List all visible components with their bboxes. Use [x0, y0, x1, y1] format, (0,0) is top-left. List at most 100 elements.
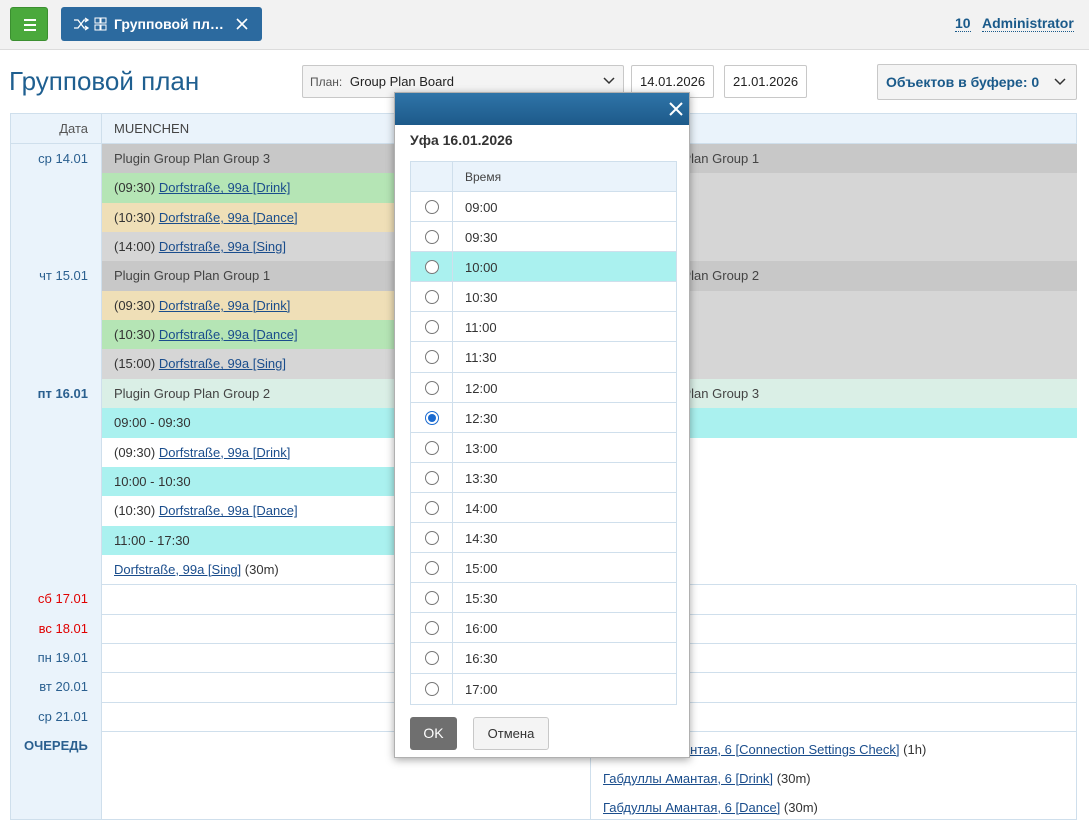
radio[interactable]	[425, 470, 439, 485]
item-link[interactable]: Dorfstraße, 99a [Dance]	[158, 503, 298, 519]
time-row[interactable]: 14:30	[411, 523, 676, 554]
col-divider	[452, 523, 453, 554]
time-label: 17:00	[465, 681, 498, 697]
col-divider	[452, 492, 453, 523]
time-label: 13:00	[465, 440, 498, 456]
tab-title: Групповой пл…	[114, 16, 224, 32]
time-row[interactable]: 16:00	[411, 613, 676, 644]
radio[interactable]	[425, 651, 439, 666]
column-divider	[101, 114, 102, 819]
time-row[interactable]: 17:00	[411, 673, 676, 704]
time-row[interactable]: 14:00	[411, 492, 676, 524]
item-time: (09:30)	[114, 444, 156, 460]
time-row[interactable]: 09:30	[411, 222, 676, 253]
item-link[interactable]: Dorfstraße, 99a [Sing]	[114, 561, 242, 577]
date-to[interactable]: 21.01.2026	[724, 65, 807, 98]
dialog-close[interactable]	[669, 102, 683, 116]
menu-icon	[24, 19, 36, 31]
tab-icons	[74, 17, 107, 31]
time-row[interactable]: 11:00	[411, 312, 676, 343]
time-label: 16:30	[465, 651, 498, 667]
item-time: (09:30)	[114, 180, 156, 196]
item-link[interactable]: Габдуллы Амантая, 6 [Drink]	[603, 771, 774, 786]
col-divider	[452, 222, 453, 253]
tab-close[interactable]	[236, 18, 248, 30]
chevron	[603, 77, 615, 85]
item-link[interactable]: Dorfstraße, 99a [Sing]	[158, 356, 286, 372]
radio[interactable]	[425, 350, 439, 365]
time-table: Время 09:00 09:30 10:00 10:30 11:00 11:30 12:0…	[410, 161, 677, 705]
radio[interactable]	[425, 500, 439, 515]
radio[interactable]	[425, 200, 439, 214]
radio[interactable]	[425, 440, 439, 455]
col-divider	[452, 643, 453, 674]
radio[interactable]	[425, 621, 439, 636]
time-label: 11:30	[465, 350, 497, 366]
col-divider	[452, 282, 453, 313]
cancel-button[interactable]: Отмена	[473, 717, 549, 750]
queue-item: Габдуллы Амантая, 6 [Dance] (30m)	[590, 793, 1077, 823]
queue-label: ОЧЕРЕДЬ	[11, 731, 101, 819]
time-label: 13:30	[465, 470, 498, 486]
item-link[interactable]: Dorfstraße, 99a [Drink]	[158, 444, 291, 460]
ok-button[interactable]: OK	[410, 717, 457, 750]
item-duration: (30m)	[783, 800, 818, 815]
time-label: 12:30	[465, 410, 498, 426]
time-row[interactable]: 11:30	[411, 342, 676, 373]
time-label: 15:30	[465, 591, 498, 607]
buffer-button[interactable]: Объектов в буфере: 0	[877, 64, 1077, 100]
radio[interactable]	[425, 380, 439, 395]
radio[interactable]	[425, 531, 439, 546]
radio[interactable]	[425, 290, 439, 305]
radio[interactable]	[425, 260, 439, 275]
time-row[interactable]: 10:30	[411, 282, 676, 313]
item-link[interactable]: Dorfstraße, 99a [Dance]	[158, 327, 298, 343]
radio[interactable]	[425, 561, 439, 576]
day-label: ср 14.01	[11, 144, 101, 262]
radio[interactable]	[425, 681, 439, 696]
column-label: Время	[465, 170, 502, 184]
time-row[interactable]: 15:00	[411, 553, 676, 584]
radio[interactable]	[425, 230, 439, 245]
dialog-header	[395, 93, 689, 125]
time-row[interactable]: 10:00	[411, 252, 676, 283]
item-duration: (1h)	[903, 742, 927, 757]
radio[interactable]	[425, 591, 439, 606]
time-row[interactable]: 12:30	[411, 402, 676, 433]
item-time: (10:30)	[114, 503, 156, 519]
day-label: вт 20.01	[11, 672, 101, 702]
time-row[interactable]: 15:30	[411, 583, 676, 614]
day-label: чт 15.01	[11, 261, 101, 379]
item-link[interactable]: Dorfstraße, 99a [Drink]	[158, 297, 291, 313]
time-label: 09:30	[465, 230, 498, 246]
time-header: Время	[411, 162, 676, 192]
slot-time: 11:00 - 17:30	[114, 532, 190, 548]
time-label: 16:00	[465, 621, 498, 637]
time-row[interactable]: 12:00	[411, 372, 676, 403]
time-row[interactable]: 13:00	[411, 432, 676, 463]
user-name[interactable]: Administrator	[982, 15, 1074, 32]
time-label: 11:00	[465, 320, 497, 336]
user-count[interactable]: 10	[955, 15, 971, 32]
tab[interactable]: Групповой пл…	[61, 7, 262, 41]
time-label: 10:00	[465, 260, 498, 276]
item-link[interactable]: Dorfstraße, 99a [Dance]	[158, 209, 298, 225]
day-label: пт 16.01	[11, 378, 101, 585]
item-link[interactable]: Dorfstraße, 99a [Sing]	[158, 239, 286, 255]
radio[interactable]	[425, 320, 439, 335]
radio[interactable]	[425, 410, 439, 425]
time-row[interactable]: 16:30	[411, 643, 676, 674]
col-divider	[452, 402, 453, 433]
time-label: 10:30	[465, 290, 498, 306]
time-label: 12:00	[465, 380, 498, 396]
item-link[interactable]: Dorfstraße, 99a [Drink]	[158, 180, 291, 196]
menu-button[interactable]	[10, 7, 48, 41]
col-divider	[452, 192, 453, 222]
item-link[interactable]: Габдуллы Амантая, 6 [Dance]	[603, 800, 781, 815]
time-row[interactable]: 13:30	[411, 462, 676, 493]
item-time: (10:30)	[114, 327, 156, 343]
item-duration: (30m)	[244, 561, 279, 577]
dialog: Уфа 16.01.2026 Время 09:00 09:30 10:00 10:3…	[394, 92, 690, 758]
day-label: сб 17.01	[11, 584, 101, 614]
time-row[interactable]: 09:00	[411, 192, 676, 223]
